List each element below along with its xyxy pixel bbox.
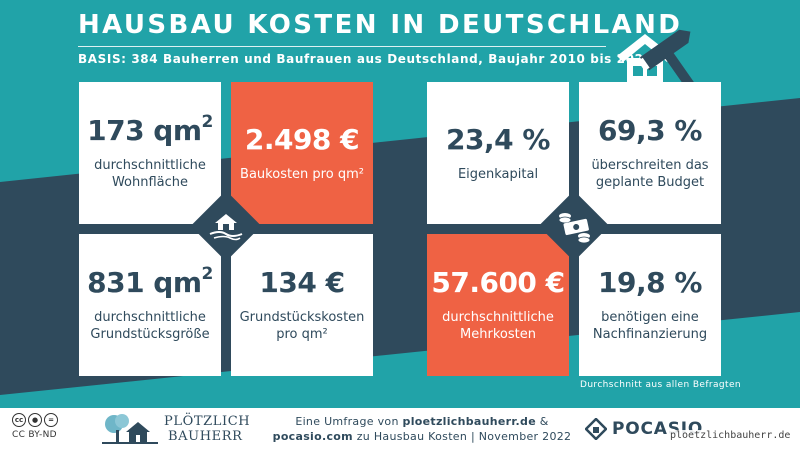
license-text: CC BY-ND bbox=[12, 430, 57, 440]
stat-value: 831 qm2 bbox=[87, 264, 213, 299]
link-pocasio[interactable]: pocasio.com bbox=[272, 430, 353, 443]
card-additional-costs: 57.600 € durchschnittliche Mehrkosten bbox=[427, 234, 569, 376]
watermark: ploetzlichbauherr.de bbox=[668, 430, 793, 441]
stat-label: durchschnittliche Mehrkosten bbox=[442, 310, 554, 342]
stat-label: durchschnittliche Grundstücksgröße bbox=[90, 310, 210, 342]
license-badge: cc ● = CC BY-ND bbox=[12, 413, 82, 440]
card-living-area: 173 qm2 durchschnittliche Wohnfläche bbox=[79, 82, 221, 224]
stat-value: 57.600 € bbox=[431, 266, 565, 299]
page-title: HAUSBAU KOSTEN IN DEUTSCHLAND bbox=[78, 10, 683, 40]
stat-value: 134 € bbox=[259, 266, 345, 299]
attribution-icon: ● bbox=[28, 413, 42, 427]
infographic-canvas: HAUSBAU KOSTEN IN DEUTSCHLAND BASIS: 384… bbox=[0, 0, 800, 408]
tree-house-icon bbox=[102, 414, 158, 444]
title-divider bbox=[78, 46, 606, 47]
stat-label: Eigenkapital bbox=[457, 166, 539, 182]
card-plot-cost-per-sqm: 134 € Grundstückskosten pro qm² bbox=[231, 234, 373, 376]
stat-label: durchschnittliche Wohnfläche bbox=[94, 158, 206, 190]
cc-icon: cc bbox=[12, 413, 26, 427]
stat-value: 19,8 % bbox=[598, 266, 702, 299]
stat-value: 69,3 % bbox=[598, 114, 702, 147]
card-building-cost-per-sqm: 2.498 € Baukosten pro qm² bbox=[231, 82, 373, 224]
card-equity: 23,4 % Eigenkapital bbox=[427, 82, 569, 224]
footer: cc ● = CC BY-ND PLÖTZLICH BAUHERR Eine U… bbox=[0, 408, 800, 450]
card-budget-exceeded: 69,3 % überschreiten das geplante Budget bbox=[579, 82, 721, 224]
link-ploetzlichbauherr[interactable]: ploetzlichbauherr.de bbox=[402, 415, 536, 428]
brand-logo: PLÖTZLICH BAUHERR bbox=[100, 412, 250, 446]
stat-label: überschreiten das geplante Budget bbox=[591, 158, 709, 190]
no-derivatives-icon: = bbox=[44, 413, 58, 427]
footnote: Durchschnitt aus allen Befragten bbox=[580, 380, 742, 390]
stat-value: 173 qm2 bbox=[87, 112, 213, 147]
stat-label: Grundstückskosten pro qm² bbox=[239, 310, 365, 342]
card-refinancing: 19,8 % benötigen eine Nachfinanzierung bbox=[579, 234, 721, 376]
card-plot-size: 831 qm2 durchschnittliche Grundstücksgröß… bbox=[79, 234, 221, 376]
stat-label: benötigen eine Nachfinanzierung bbox=[592, 310, 708, 342]
pocasio-house-icon bbox=[585, 418, 607, 440]
house-landscape-icon bbox=[209, 214, 243, 241]
survey-credit: Eine Umfrage von ploetzlichbauherr.de & … bbox=[272, 415, 572, 443]
stat-value: 2.498 € bbox=[244, 122, 360, 156]
page-subtitle: BASIS: 384 Bauherren und Baufrauen aus D… bbox=[78, 52, 653, 66]
stat-label: Baukosten pro qm² bbox=[240, 166, 364, 182]
brand-name: PLÖTZLICH BAUHERR bbox=[164, 414, 251, 444]
money-icon bbox=[558, 213, 591, 244]
stat-value: 23,4 % bbox=[446, 122, 550, 156]
